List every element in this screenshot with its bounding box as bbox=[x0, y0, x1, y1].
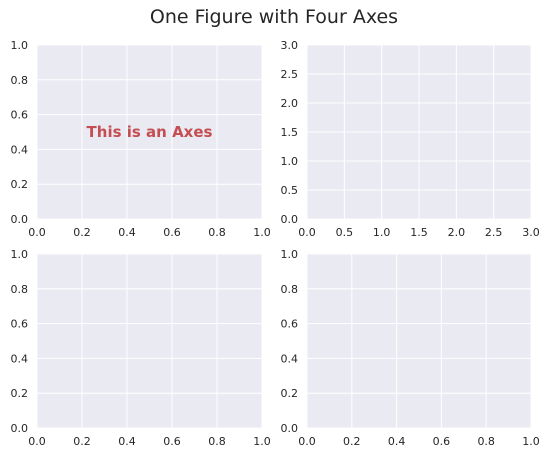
axes-annotation: This is an Axes bbox=[87, 123, 213, 141]
y-tick-label: 1.5 bbox=[281, 126, 299, 139]
x-tick-label: 2.5 bbox=[485, 226, 503, 239]
x-tick-label: 0.8 bbox=[208, 435, 226, 448]
y-tick-label: 0.4 bbox=[11, 143, 29, 156]
axes-3: 0.0 0.2 0.4 0.6 0.8 1.0 0.0 0.2 0.4 0.6 0.8 1.0 bbox=[11, 248, 271, 448]
x-tick-label: 0.0 bbox=[298, 226, 316, 239]
x-tick-label: 0.6 bbox=[163, 435, 181, 448]
x-tick-label: 3.0 bbox=[522, 226, 540, 239]
y-tick-label: 0.0 bbox=[281, 213, 299, 226]
y-tick-label: 0.4 bbox=[281, 352, 299, 365]
y-tick-label: 0.8 bbox=[11, 74, 29, 87]
y-tick-label: 0.6 bbox=[11, 318, 29, 331]
y-tick-label: 0.6 bbox=[11, 109, 29, 122]
x-tick-label: 0.4 bbox=[388, 435, 406, 448]
x-tick-label: 0.0 bbox=[28, 226, 46, 239]
y-tick-label: 0.0 bbox=[11, 213, 29, 226]
x-tick-label: 0.2 bbox=[73, 435, 91, 448]
axes-background bbox=[37, 45, 262, 219]
axes-1: 0.0 0.2 0.4 0.6 0.8 1.0 0.0 0.2 0.4 0.6 0.8 1.0 This… bbox=[11, 39, 271, 239]
x-tick-label: 0.6 bbox=[433, 435, 451, 448]
x-tick-label: 0.5 bbox=[336, 226, 354, 239]
y-tick-label: 0.8 bbox=[11, 283, 29, 296]
y-tick-label: 1.0 bbox=[281, 155, 299, 168]
y-tick-label: 0.2 bbox=[11, 387, 29, 400]
x-tick-label: 0.8 bbox=[477, 435, 495, 448]
y-tick-label: 3.0 bbox=[281, 39, 299, 52]
y-tick-label: 0.6 bbox=[281, 318, 299, 331]
y-tick-label: 2.0 bbox=[281, 97, 299, 110]
x-tick-label: 0.4 bbox=[118, 226, 136, 239]
y-tick-label: 0.2 bbox=[281, 387, 299, 400]
x-tick-label: 0.6 bbox=[163, 226, 181, 239]
axes-4: 0.0 0.2 0.4 0.6 0.8 1.0 0.0 0.2 0.4 0.6 0.8 1.0 bbox=[281, 248, 540, 448]
x-tick-label: 0.0 bbox=[298, 435, 316, 448]
x-tick-label: 0.0 bbox=[28, 435, 46, 448]
x-tick-label: 1.0 bbox=[373, 226, 391, 239]
y-tick-label: 1.0 bbox=[11, 248, 29, 261]
y-tick-label: 0.0 bbox=[281, 422, 299, 435]
axes-2: 0.0 0.5 1.0 1.5 2.0 2.5 3.0 0.0 0.5 1.0 1.5 2.0 2.5 3… bbox=[281, 39, 540, 239]
x-tick-label: 1.0 bbox=[253, 435, 271, 448]
y-tick-label: 0.5 bbox=[281, 184, 299, 197]
y-tick-label: 0.8 bbox=[281, 283, 299, 296]
x-tick-label: 0.2 bbox=[343, 435, 361, 448]
y-tick-label: 2.5 bbox=[281, 68, 299, 81]
x-tick-label: 0.4 bbox=[118, 435, 136, 448]
axes-background bbox=[37, 254, 262, 428]
x-tick-label: 1.0 bbox=[253, 226, 271, 239]
y-tick-label: 0.0 bbox=[11, 422, 29, 435]
figure-title: One Figure with Four Axes bbox=[150, 6, 398, 28]
x-tick-label: 1.0 bbox=[522, 435, 540, 448]
x-tick-label: 2.0 bbox=[448, 226, 466, 239]
y-tick-label: 0.4 bbox=[11, 352, 29, 365]
y-tick-label: 1.0 bbox=[281, 248, 299, 261]
axes-background bbox=[307, 254, 531, 428]
x-tick-label: 0.2 bbox=[73, 226, 91, 239]
x-tick-label: 0.8 bbox=[208, 226, 226, 239]
y-tick-label: 0.2 bbox=[11, 178, 29, 191]
x-tick-label: 1.5 bbox=[410, 226, 428, 239]
y-tick-label: 1.0 bbox=[11, 39, 29, 52]
